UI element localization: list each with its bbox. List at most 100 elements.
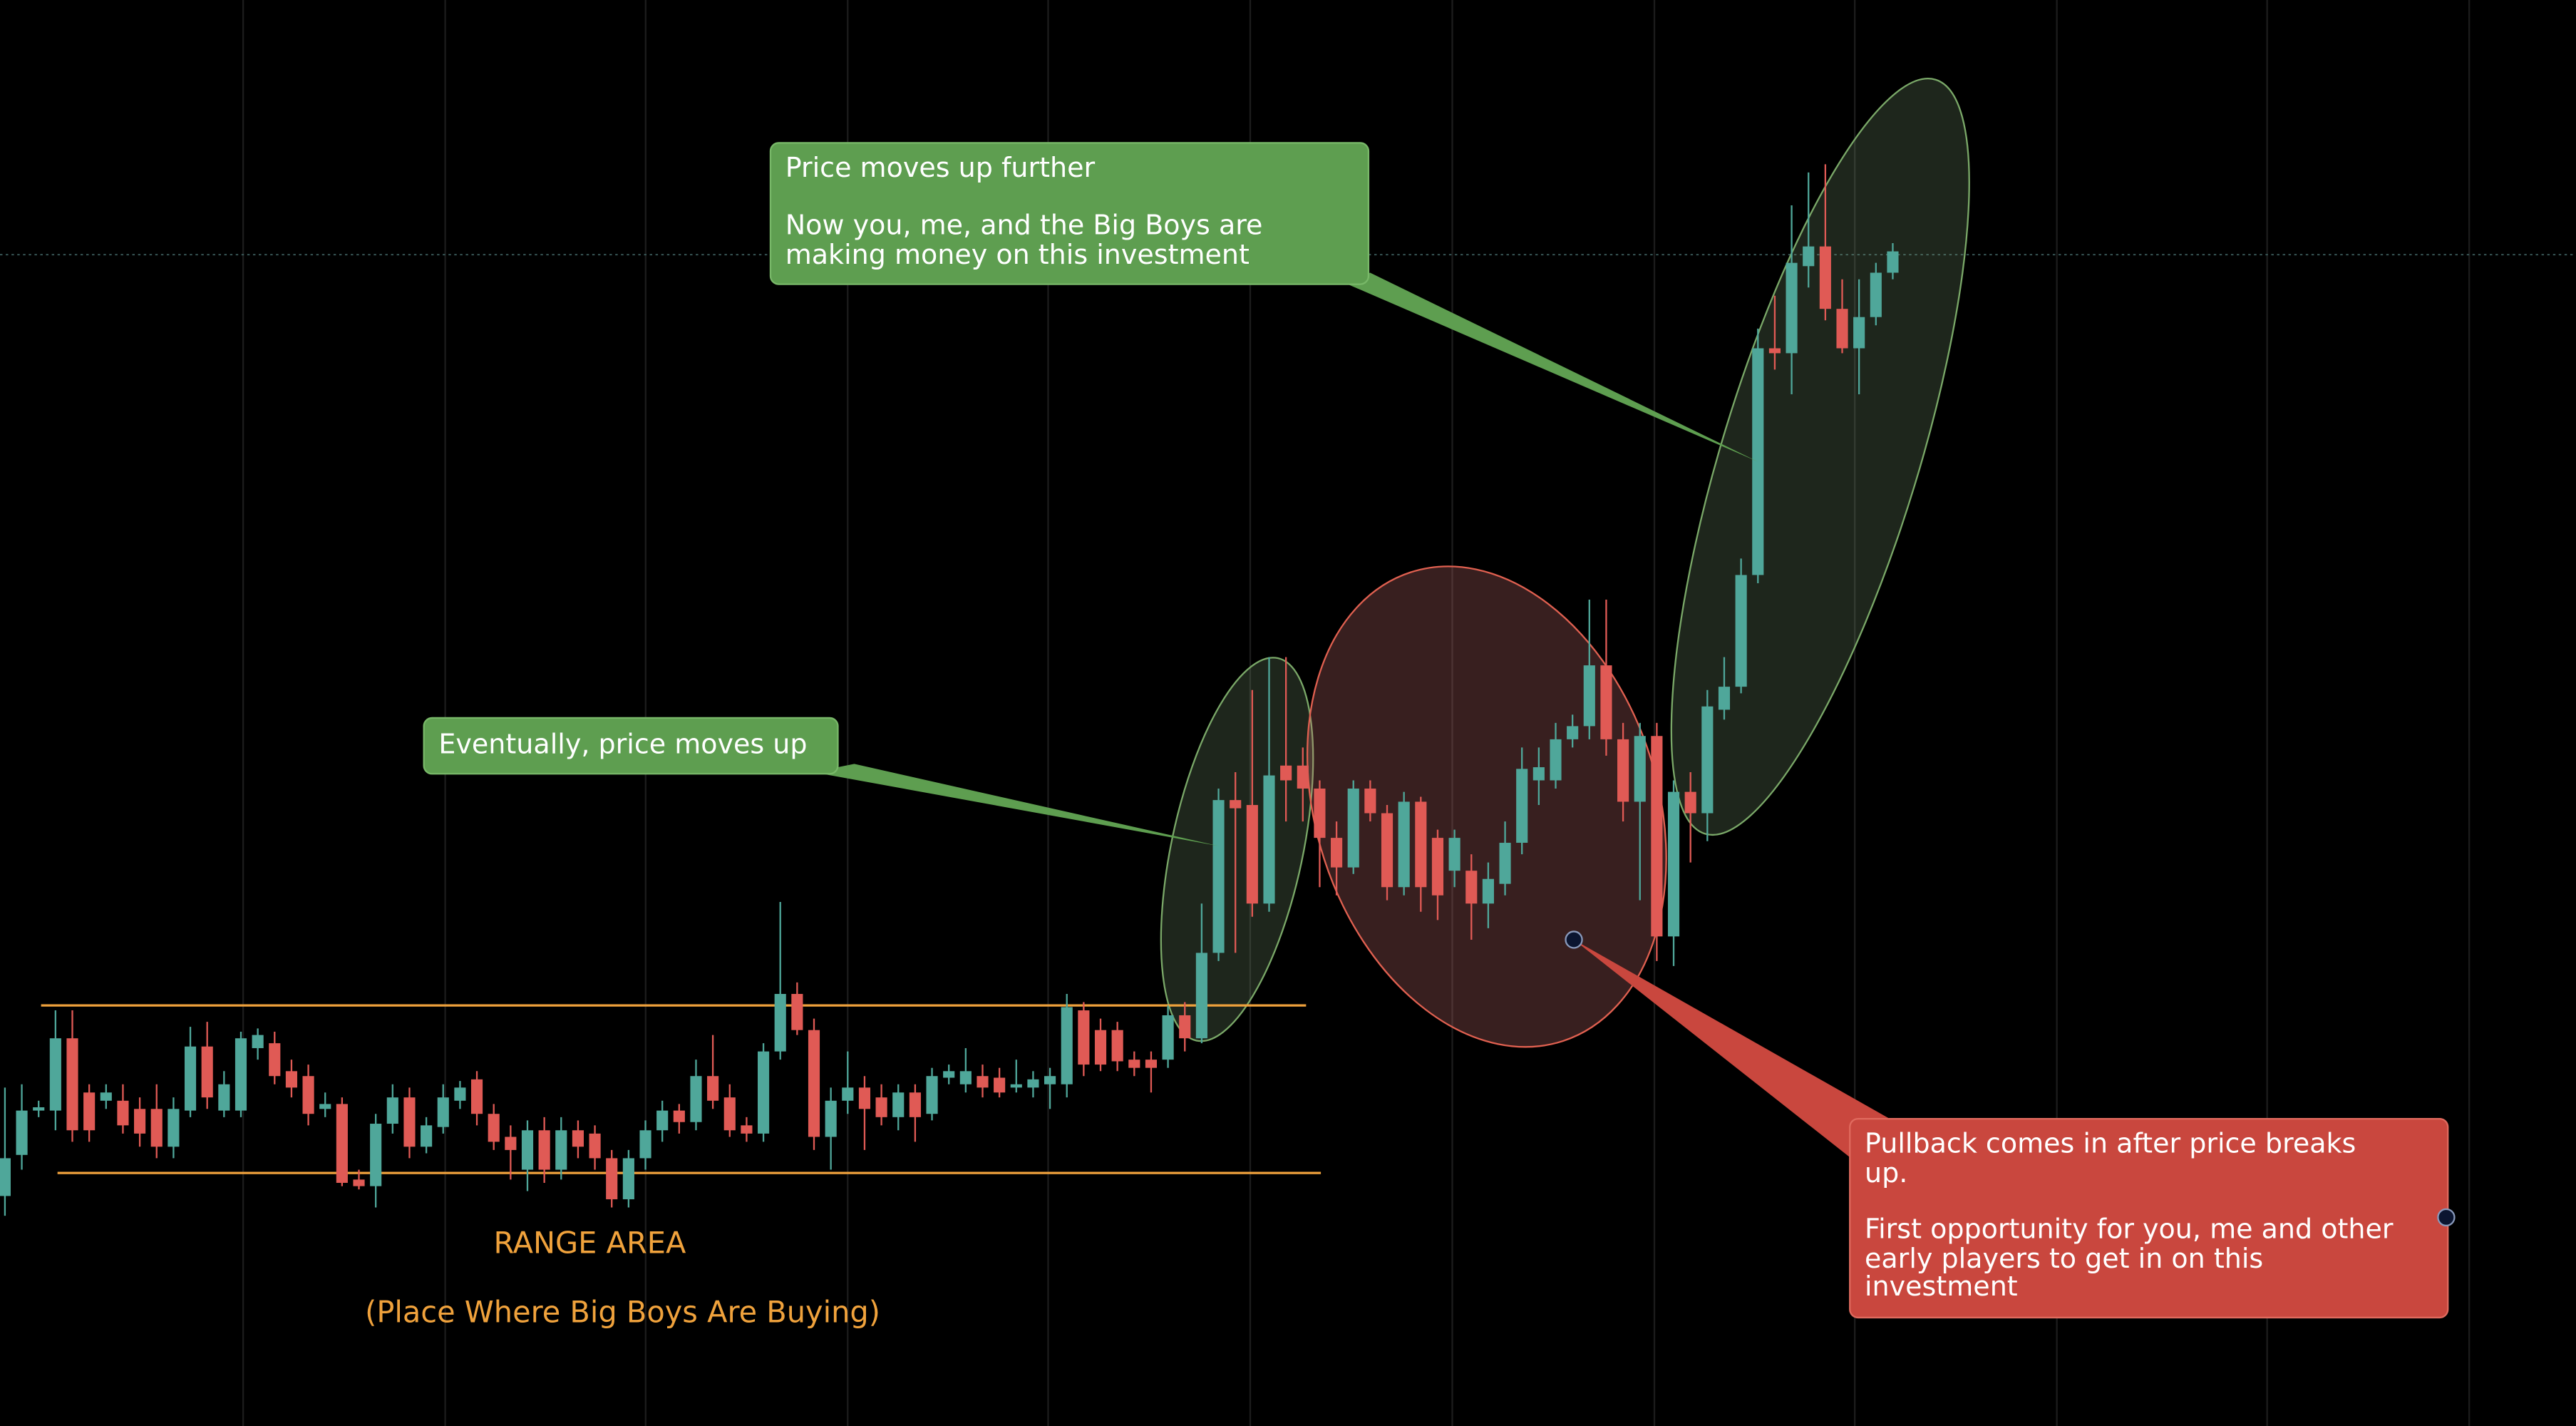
callout-box: [769, 142, 1370, 285]
candle-body: [572, 1130, 584, 1147]
candle-body: [33, 1107, 45, 1111]
candle-body: [808, 1030, 820, 1137]
candle-body: [1078, 1010, 1090, 1065]
candle-body: [1398, 801, 1410, 888]
range-label: (Place Where Big Boys Are Buying): [365, 1294, 880, 1329]
candle-body: [1718, 687, 1731, 710]
candle-body: [1651, 736, 1663, 937]
candle-body: [858, 1087, 871, 1109]
candle-body: [1364, 788, 1376, 814]
candle-body: [1061, 1007, 1073, 1084]
candle-body: [926, 1076, 938, 1114]
candle-body: [505, 1137, 517, 1150]
candle-body: [1887, 251, 1899, 273]
candle-body: [875, 1097, 887, 1117]
callout-text: First opportunity for you, me and other: [1865, 1213, 2394, 1244]
callout-pointer: [1344, 272, 1758, 462]
candle-body: [218, 1084, 230, 1111]
candle-body: [16, 1110, 28, 1155]
range-label: RANGE AREA: [494, 1226, 686, 1261]
candle-body: [741, 1125, 753, 1134]
candle-body: [1752, 348, 1764, 575]
candle-body: [1684, 791, 1696, 814]
candle-body: [1246, 805, 1258, 904]
candle-body: [1027, 1079, 1039, 1088]
candle-body: [1128, 1060, 1140, 1068]
candle-body: [0, 1158, 11, 1196]
candle-body: [386, 1097, 398, 1124]
candle-body: [639, 1130, 651, 1159]
callout-text: early players to get in on this: [1865, 1243, 2263, 1274]
candle-body: [1044, 1076, 1056, 1084]
candle-body: [437, 1097, 449, 1127]
candle-body: [201, 1046, 213, 1098]
pullback-ellipse: [1306, 565, 1667, 1048]
candle-body: [252, 1035, 264, 1049]
candle-body: [1600, 665, 1612, 739]
candle-body: [994, 1077, 1006, 1093]
candle-body: [909, 1092, 921, 1117]
candle-body: [1482, 878, 1494, 904]
candle-body: [370, 1124, 382, 1186]
candle-body: [1532, 767, 1545, 781]
candle-body: [521, 1130, 534, 1170]
candle-body: [319, 1104, 331, 1109]
candle-body: [1331, 838, 1343, 868]
candle-body: [825, 1100, 837, 1137]
callout-text: up.: [1865, 1157, 1907, 1189]
candle-body: [117, 1100, 129, 1126]
callout-text: investment: [1865, 1271, 2018, 1302]
candle-body: [1836, 309, 1848, 349]
candle-body: [1870, 272, 1882, 317]
candle-body: [1701, 706, 1714, 814]
candle-body: [723, 1097, 736, 1131]
candle-body: [1162, 1015, 1174, 1060]
candle-body: [589, 1133, 601, 1159]
candle-body: [1195, 953, 1207, 1039]
callout-text: Eventually, price moves up: [438, 729, 807, 760]
candle-body: [336, 1104, 348, 1183]
candle-body: [1567, 726, 1579, 739]
candle-body: [470, 1079, 483, 1114]
callout-box: [423, 717, 839, 775]
candle-body: [403, 1097, 416, 1147]
candle-body: [353, 1179, 365, 1186]
candle-body: [1010, 1084, 1022, 1088]
candle-body: [1499, 843, 1511, 884]
candle-body: [757, 1051, 770, 1134]
candle-body: [538, 1130, 550, 1170]
callout-text: Pullback comes in after price breaks: [1865, 1127, 2356, 1159]
candle-body: [1819, 246, 1831, 309]
candle-body: [1415, 801, 1427, 888]
candle-body: [656, 1110, 669, 1131]
candle-body: [184, 1046, 197, 1111]
candle-body: [1803, 246, 1815, 267]
candle-body: [83, 1092, 96, 1131]
candle-body: [100, 1092, 112, 1101]
candle-body: [622, 1158, 634, 1200]
callout-text: Price moves up further: [785, 152, 1096, 183]
candle-body: [673, 1110, 685, 1122]
candle-body: [1381, 813, 1393, 888]
candle-body: [1179, 1015, 1191, 1039]
candle-body: [1111, 1030, 1123, 1062]
candle-body: [66, 1038, 78, 1131]
anchor-dot: [2437, 1208, 2456, 1227]
candles: [0, 164, 1899, 1216]
callout-text: making money on this investment: [785, 239, 1250, 270]
candle-body: [1212, 800, 1225, 953]
callout-text: Now you, me, and the Big Boys are: [785, 209, 1263, 240]
candle-body: [1263, 775, 1275, 904]
candle-body: [488, 1114, 500, 1142]
candle-body: [134, 1109, 146, 1134]
candle-body: [1735, 575, 1747, 687]
candle-body: [943, 1071, 955, 1078]
callout-pointer: [1574, 939, 1893, 1160]
candle-body: [1145, 1060, 1158, 1068]
candle-body: [791, 994, 803, 1030]
candle-body: [1448, 838, 1460, 871]
candle-body: [1583, 665, 1595, 727]
candle-body: [1550, 739, 1562, 781]
